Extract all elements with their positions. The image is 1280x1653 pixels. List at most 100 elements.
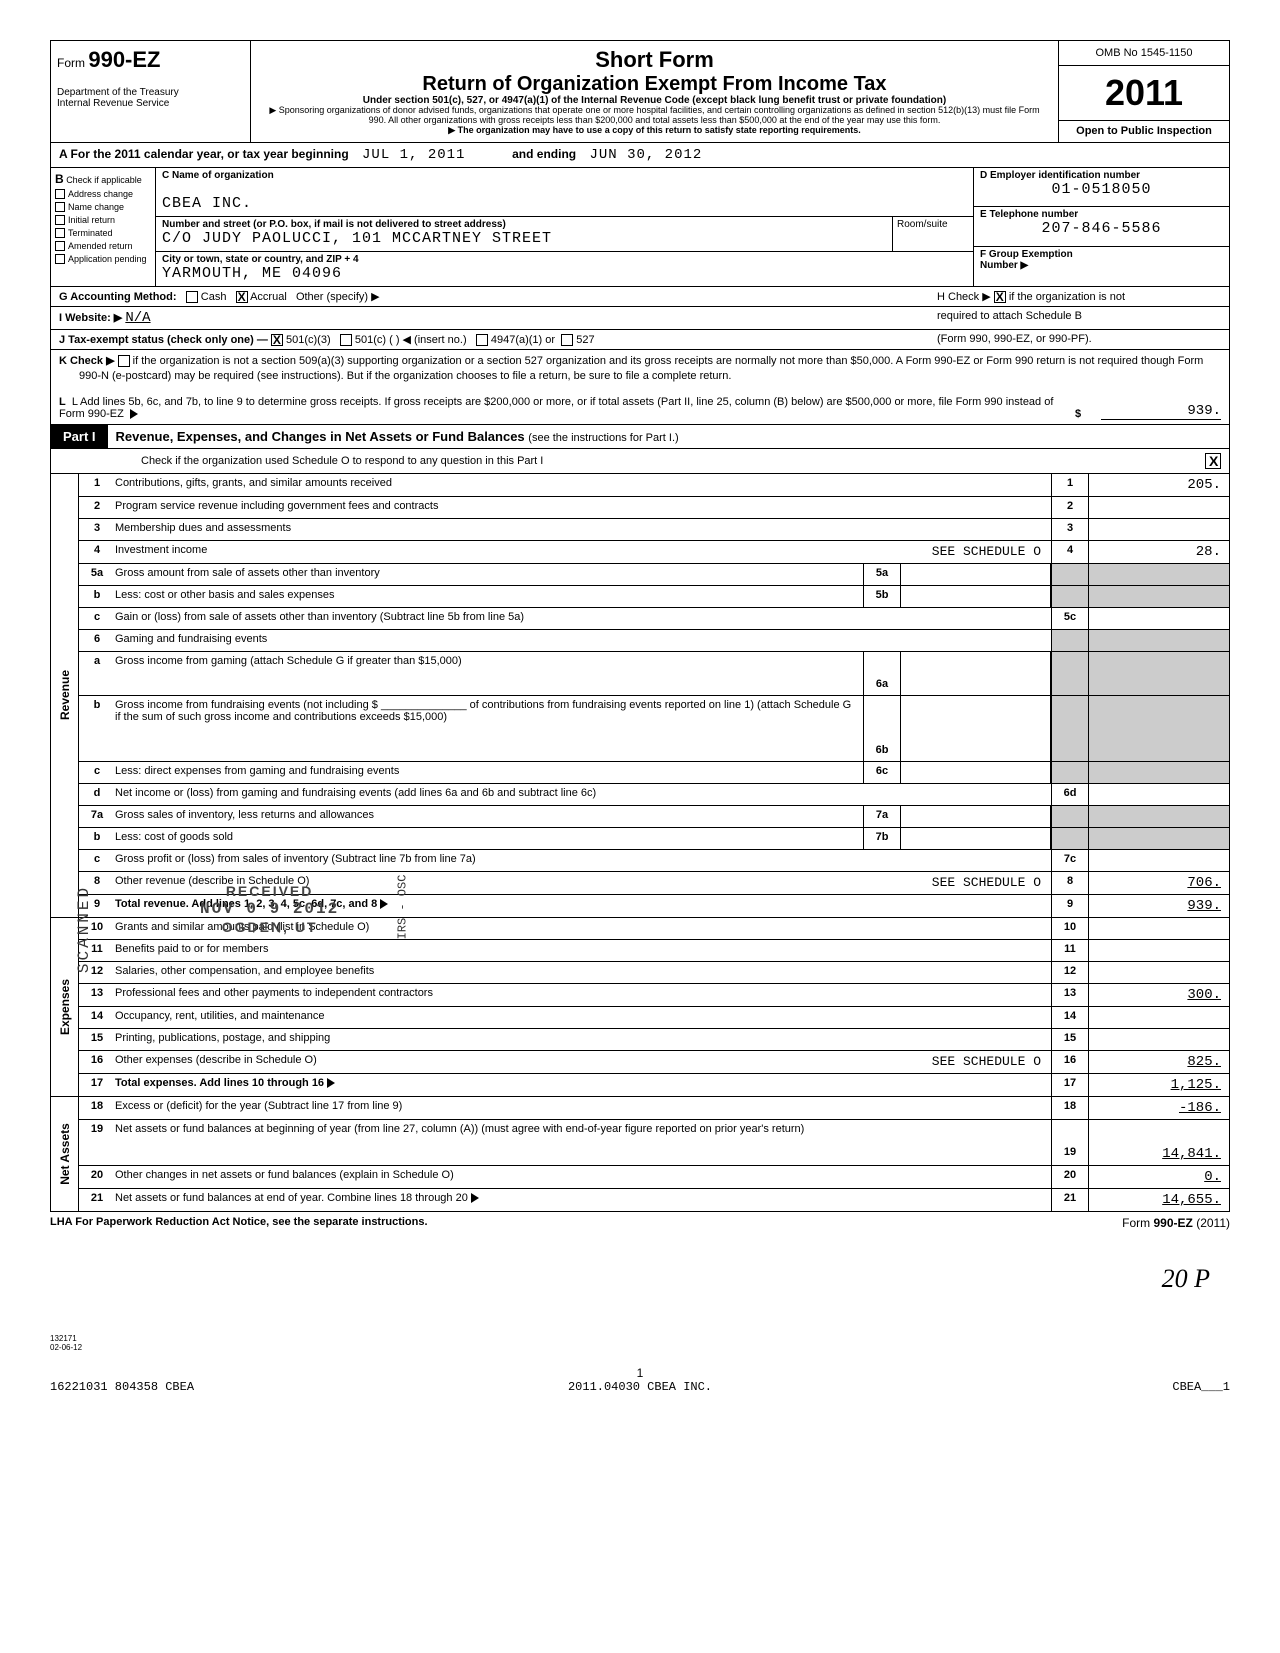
b-check-if: Check if applicable xyxy=(66,175,142,185)
year-begin: JUL 1, 2011 xyxy=(362,147,465,163)
g-label: G Accounting Method: xyxy=(59,291,177,303)
form-page: Form 990-EZ Department of the Treasury I… xyxy=(0,0,1280,1264)
side-label-expenses: Expenses xyxy=(51,918,79,1096)
check-terminated[interactable]: Terminated xyxy=(55,228,151,238)
bottom-right: CBEA___1 xyxy=(837,1380,1230,1394)
checkbox-4947[interactable] xyxy=(476,334,488,346)
phone-label: E Telephone number xyxy=(980,209,1223,220)
line-15: 15Printing, publications, postage, and s… xyxy=(79,1029,1229,1051)
checkbox-h[interactable] xyxy=(994,291,1006,303)
org-name: CBEA INC. xyxy=(162,195,967,212)
bottom-codes: 16221031 804358 CBEA 2011.04030 CBEA INC… xyxy=(0,1380,1280,1414)
line-7a: 7a Gross sales of inventory, less return… xyxy=(79,806,1229,828)
part1-title: Revenue, Expenses, and Changes in Net As… xyxy=(108,425,1229,448)
line-12: 12Salaries, other compensation, and empl… xyxy=(79,962,1229,984)
bottom-left: 16221031 804358 CBEA xyxy=(50,1380,443,1394)
room-cell: Room/suite xyxy=(893,217,973,252)
l-dollar: $ xyxy=(1063,408,1093,420)
check-amended[interactable]: Amended return xyxy=(55,241,151,251)
revenue-rows: 1 Contributions, gifts, grants, and simi… xyxy=(79,474,1229,917)
arrow-right-icon xyxy=(380,899,388,909)
schedule-o-note: SEE SCHEDULE O xyxy=(932,1054,1041,1069)
line-7c: c Gross profit or (loss) from sales of i… xyxy=(79,850,1229,872)
k-label: K Check ▶ xyxy=(59,355,115,367)
line-3: 3 Membership dues and assessments 3 xyxy=(79,519,1229,541)
b-label: B xyxy=(55,172,64,186)
check-initial-return[interactable]: Initial return xyxy=(55,215,151,225)
line-17: 17Total expenses. Add lines 10 through 1… xyxy=(79,1074,1229,1096)
short-form: Short Form xyxy=(261,47,1048,73)
checkbox-icon xyxy=(55,202,65,212)
line-18: 18Excess or (deficit) for the year (Subt… xyxy=(79,1097,1229,1120)
j-label: J Tax-exempt status (check only one) — xyxy=(59,334,268,346)
dept1: Department of the Treasury xyxy=(57,87,244,98)
checkbox-accrual[interactable] xyxy=(236,291,248,303)
checkbox-501c3[interactable] xyxy=(271,334,283,346)
form-prefix: Form xyxy=(57,56,85,70)
group-cell: F Group Exemption Number ▶ xyxy=(974,247,1229,286)
checkbox-icon xyxy=(55,254,65,264)
row-k: K Check ▶ if the organization is not a s… xyxy=(50,350,1230,392)
check-name-change[interactable]: Name change xyxy=(55,202,151,212)
checkbox-cash[interactable] xyxy=(186,291,198,303)
line-6a: a Gross income from gaming (attach Sched… xyxy=(79,652,1229,696)
phone-cell: E Telephone number 207-846-5586 xyxy=(974,207,1229,247)
bottom-center: 2011.04030 CBEA INC. xyxy=(443,1380,836,1394)
line-2: 2 Program service revenue including gove… xyxy=(79,497,1229,519)
row-i-left: I Website: ▶ N/A xyxy=(51,307,929,329)
line-5b: b Less: cost or other basis and sales ex… xyxy=(79,586,1229,608)
l-value: 939. xyxy=(1101,403,1221,420)
row-j-left: J Tax-exempt status (check only one) — 5… xyxy=(51,330,929,349)
row-h-cont: required to attach Schedule B xyxy=(929,307,1229,329)
omb-number: OMB No 1545-1150 xyxy=(1059,41,1229,66)
city-cell: City or town, state or country, and ZIP … xyxy=(156,252,973,286)
netassets-rows: 18Excess or (deficit) for the year (Subt… xyxy=(79,1097,1229,1211)
expenses-rows: 10Grants and similar amounts paid (list … xyxy=(79,918,1229,1096)
row-a-mid: and ending xyxy=(512,147,576,161)
street-value: C/O JUDY PAOLUCCI, 101 MCCARTNEY STREET xyxy=(162,230,886,247)
checkbox-501c[interactable] xyxy=(340,334,352,346)
street-label: Number and street (or P.O. box, if mail … xyxy=(162,219,886,230)
org-name-cell: C Name of organization CBEA INC. xyxy=(156,168,973,217)
street-cell: Number and street (or P.O. box, if mail … xyxy=(156,217,893,252)
phone-value: 207-846-5586 xyxy=(980,220,1223,237)
checkbox-schedule-o[interactable] xyxy=(1205,453,1221,469)
row-a-tax-year: A For the 2011 calendar year, or tax yea… xyxy=(50,143,1230,168)
line-14: 14Occupancy, rent, utilities, and mainte… xyxy=(79,1007,1229,1029)
k-text: if the organization is not a section 509… xyxy=(79,355,1203,382)
year-end: JUN 30, 2012 xyxy=(589,147,702,163)
row-h-cont2: (Form 990, 990-EZ, or 990-PF). xyxy=(929,330,1229,349)
sponsoring-note: ▶ Sponsoring organizations of donor advi… xyxy=(261,106,1048,126)
street-row: Number and street (or P.O. box, if mail … xyxy=(156,217,973,252)
checkbox-icon xyxy=(55,189,65,199)
line-5a: 5a Gross amount from sale of assets othe… xyxy=(79,564,1229,586)
arrow-right-icon xyxy=(130,409,138,419)
line-6: 6 Gaming and fundraising events xyxy=(79,630,1229,652)
small-code: 132171 02-06-12 xyxy=(0,1294,1280,1352)
checkbox-527[interactable] xyxy=(561,334,573,346)
row-j: J Tax-exempt status (check only one) — 5… xyxy=(50,330,1230,350)
line-16: 16Other expenses (describe in Schedule O… xyxy=(79,1051,1229,1074)
footer: LHA For Paperwork Reduction Act Notice, … xyxy=(50,1212,1230,1234)
checkbox-k[interactable] xyxy=(118,355,130,367)
block-bcd: B Check if applicable Address change Nam… xyxy=(50,168,1230,287)
ein-label: D Employer identification number xyxy=(980,170,1223,181)
col-d: D Employer identification number 01-0518… xyxy=(974,168,1229,286)
check-schedule-o-row: Check if the organization used Schedule … xyxy=(50,449,1230,474)
lha-notice: LHA For Paperwork Reduction Act Notice, … xyxy=(50,1216,1122,1230)
line-6c: c Less: direct expenses from gaming and … xyxy=(79,762,1229,784)
check-o-text: Check if the organization used Schedule … xyxy=(141,455,1205,467)
row-g: G Accounting Method: Cash Accrual Other … xyxy=(50,287,1230,307)
line-19: 19Net assets or fund balances at beginni… xyxy=(79,1120,1229,1166)
room-label: Room/suite xyxy=(897,219,948,230)
l-text: L L Add lines 5b, 6c, and 7b, to line 9 … xyxy=(59,396,1055,420)
schedule-o-note: SEE SCHEDULE O xyxy=(932,875,1041,890)
ein-cell: D Employer identification number 01-0518… xyxy=(974,168,1229,208)
header-right: OMB No 1545-1150 2011 Open to Public Ins… xyxy=(1059,41,1229,142)
check-application-pending[interactable]: Application pending xyxy=(55,254,151,264)
line-11: 11Benefits paid to or for members11 xyxy=(79,940,1229,962)
return-title: Return of Organization Exempt From Incom… xyxy=(261,73,1048,95)
row-a-label: A For the 2011 calendar year, or tax yea… xyxy=(59,147,349,161)
arrow-right-icon xyxy=(471,1193,479,1203)
check-address-change[interactable]: Address change xyxy=(55,189,151,199)
